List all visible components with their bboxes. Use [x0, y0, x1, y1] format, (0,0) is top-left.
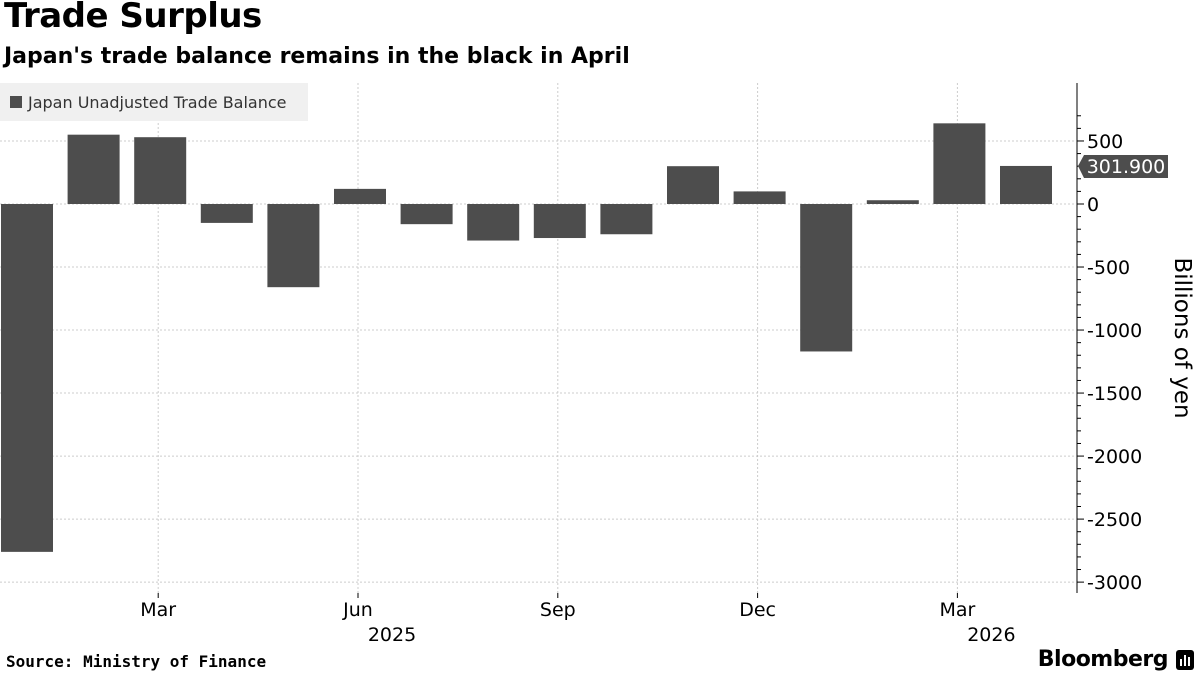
- legend-swatch: [10, 96, 22, 108]
- y-tick-label: -2000: [1087, 446, 1142, 468]
- y-tick-label: 500: [1087, 131, 1123, 153]
- bar: [400, 204, 453, 225]
- bar: [334, 188, 386, 204]
- y-tick-label: -2500: [1087, 509, 1142, 531]
- bar: [1, 204, 53, 552]
- bar: [267, 204, 320, 288]
- bloomberg-icon: [1176, 650, 1194, 670]
- bar: [200, 204, 253, 223]
- x-tick-label: Jun: [342, 599, 373, 621]
- bar: [134, 137, 187, 204]
- bar: [1000, 165, 1052, 204]
- y-tick-label: -500: [1087, 257, 1130, 279]
- bar: [933, 123, 986, 204]
- legend-label: Japan Unadjusted Trade Balance: [28, 92, 287, 112]
- x-tick-label: Mar: [140, 599, 176, 621]
- bar: [467, 204, 520, 241]
- brand-logo: Bloomberg: [1037, 647, 1169, 672]
- x-tick-label: Mar: [939, 599, 975, 621]
- bar: [533, 204, 586, 239]
- bar: [800, 204, 853, 352]
- y-tick-label: -1000: [1087, 320, 1142, 342]
- year-label: 2025: [368, 624, 416, 646]
- y-tick-label: -3000: [1087, 572, 1142, 594]
- last-value-callout: [1078, 154, 1168, 178]
- chart-subtitle: Japan's trade balance remains in the bla…: [4, 44, 630, 69]
- bar: [67, 134, 120, 204]
- source-note: Source: Ministry of Finance: [6, 652, 267, 671]
- y-tick-label: 0: [1087, 194, 1099, 216]
- last-value-label: 301.900: [1087, 156, 1166, 178]
- bar: [733, 191, 786, 204]
- year-label: 2026: [967, 624, 1015, 646]
- y-axis-title: Billions of yen: [1169, 257, 1195, 418]
- legend: Japan Unadjusted Trade Balance: [0, 83, 308, 121]
- y-tick-label: -1500: [1087, 383, 1142, 405]
- bar: [667, 166, 719, 204]
- bar: [866, 200, 919, 204]
- bar: [600, 204, 653, 235]
- x-tick-label: Sep: [540, 599, 576, 621]
- x-tick-label: Dec: [739, 599, 776, 621]
- chart-title: Trade Surplus: [4, 0, 262, 36]
